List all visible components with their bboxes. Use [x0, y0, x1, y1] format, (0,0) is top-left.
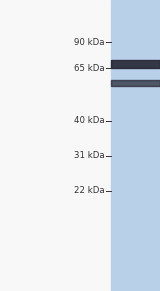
Text: 40 kDa: 40 kDa	[74, 116, 105, 125]
Text: 65 kDa: 65 kDa	[74, 64, 105, 73]
Text: 22 kDa: 22 kDa	[74, 186, 105, 195]
Text: 31 kDa: 31 kDa	[74, 151, 105, 160]
Bar	[111, 80, 160, 86]
Bar	[111, 60, 160, 68]
Bar	[111, 0, 160, 291]
Text: 90 kDa: 90 kDa	[74, 38, 105, 47]
